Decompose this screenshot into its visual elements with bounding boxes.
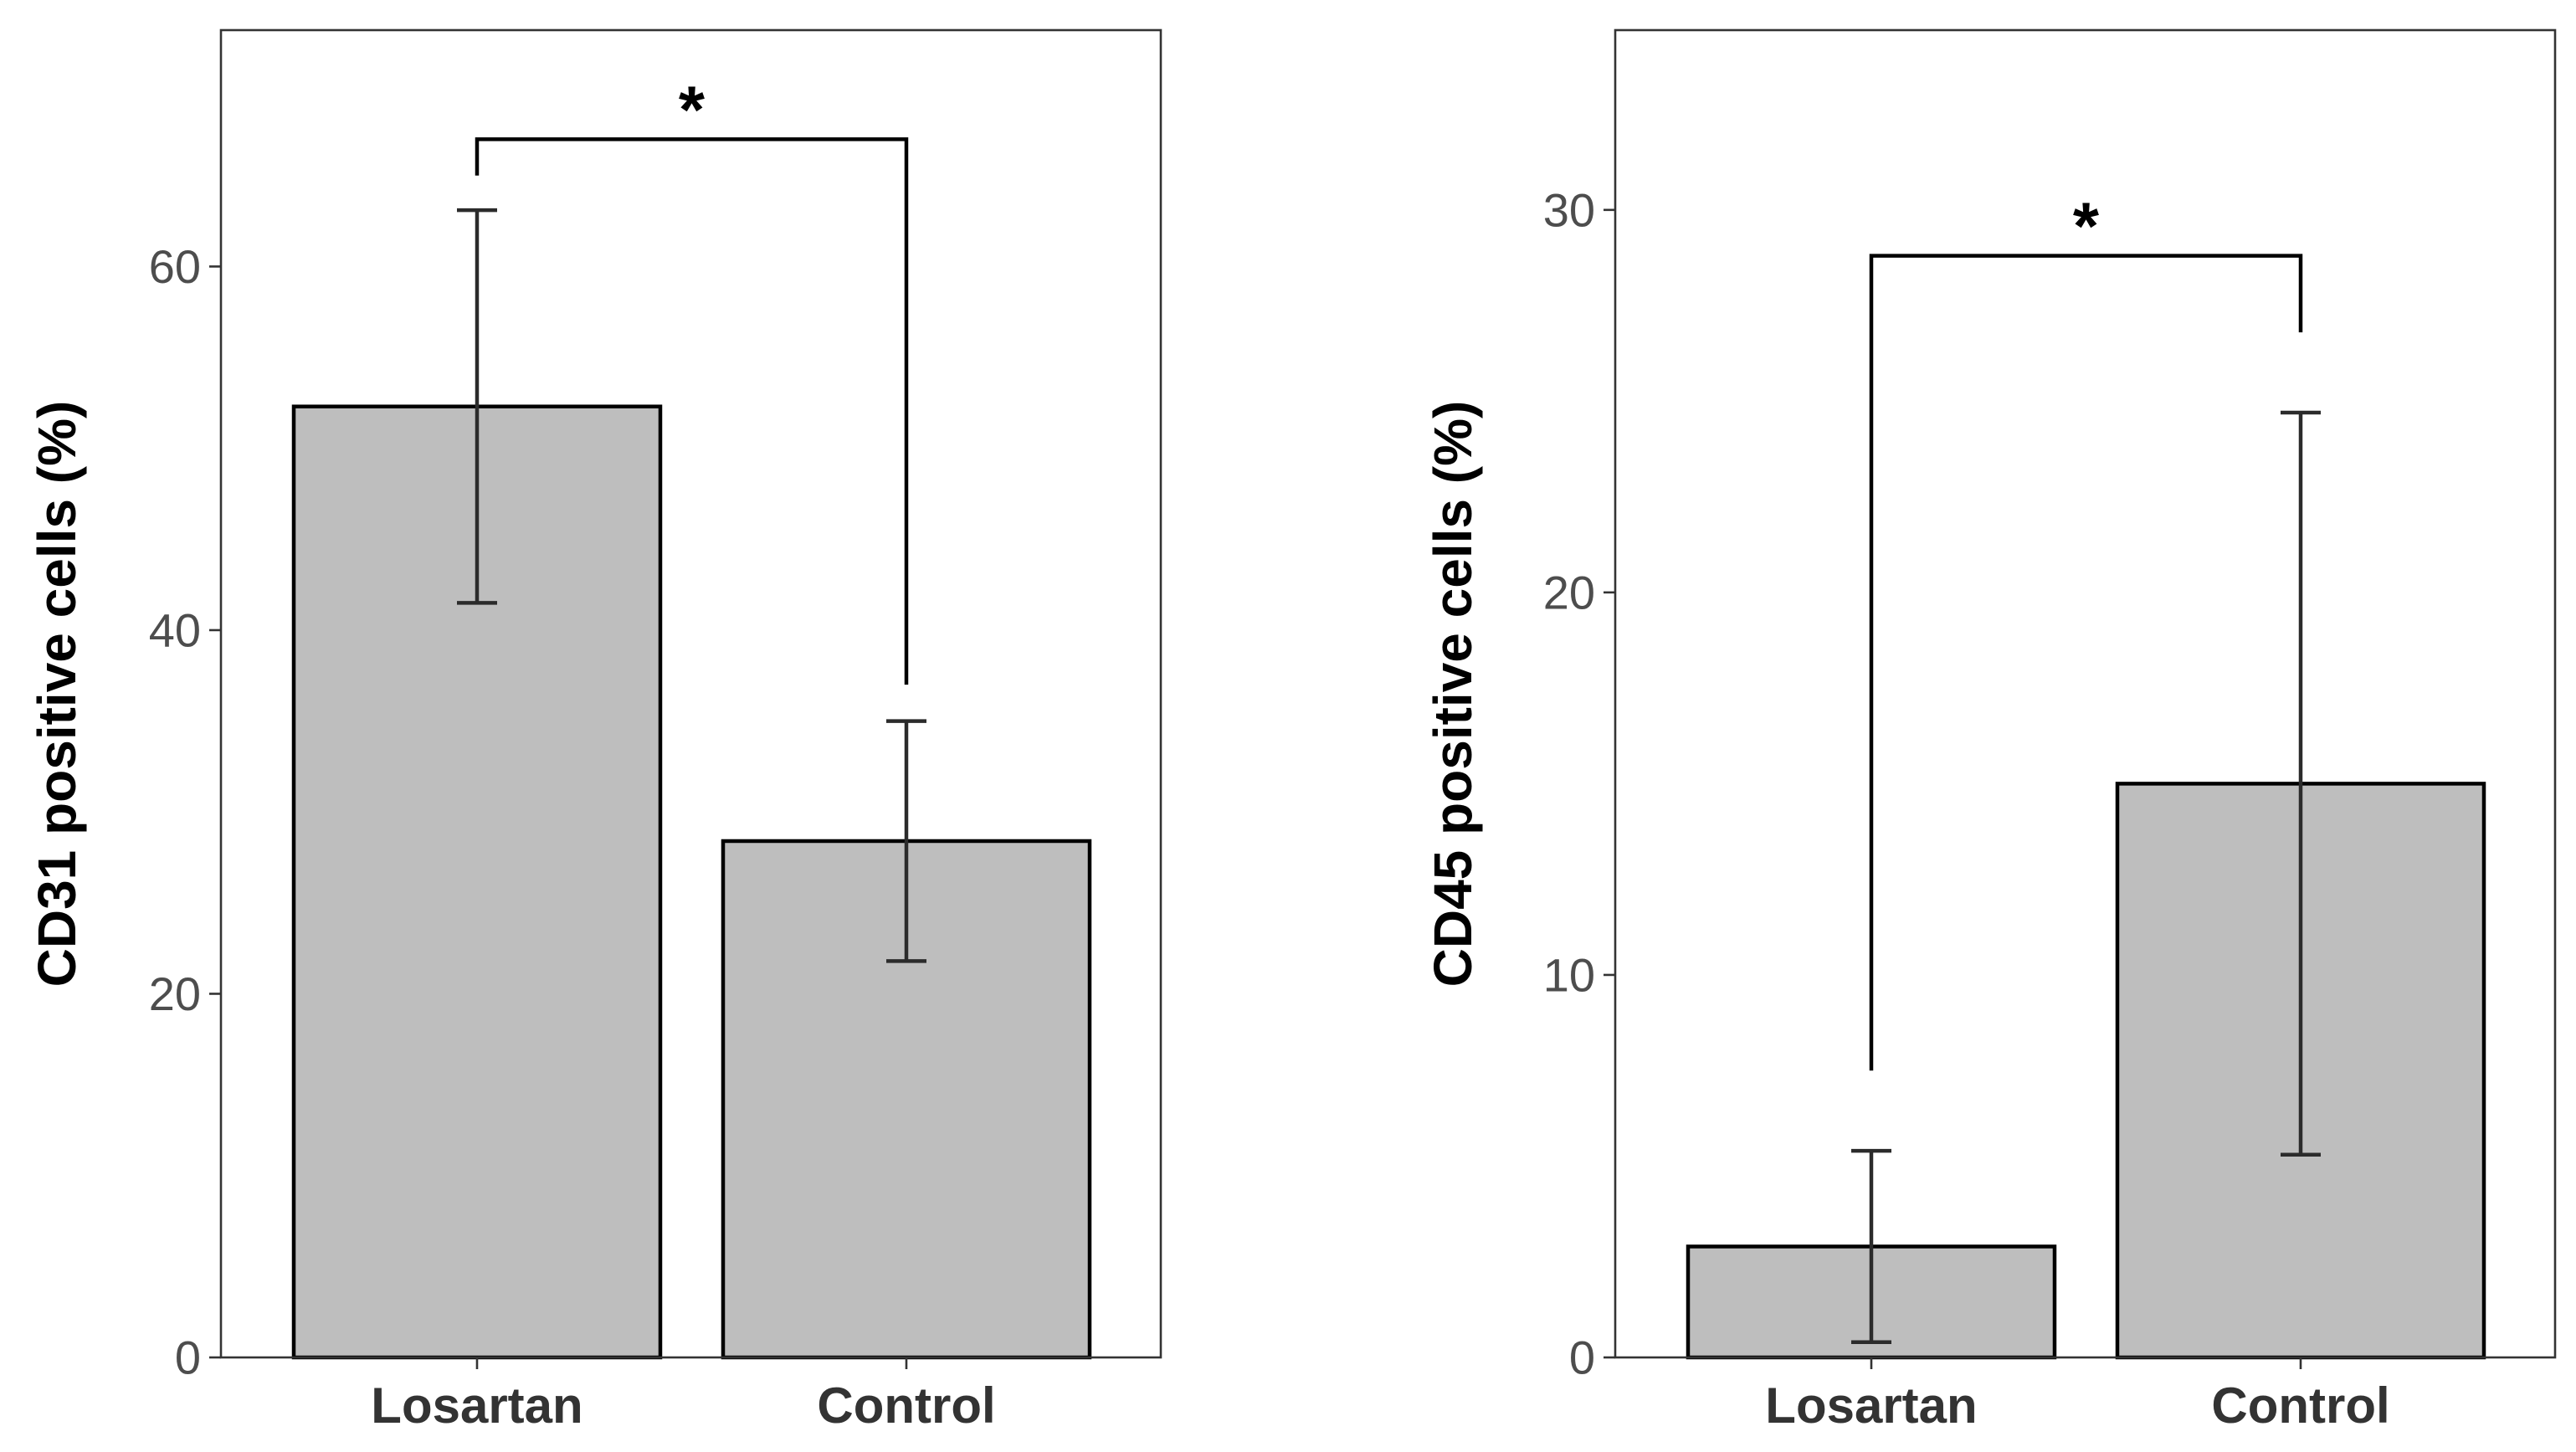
- chart-panel-1: 0 20 40 60 Losartan Control CD31 positive cell…: [27, 28, 1162, 1434]
- y-tick-label: 0: [175, 1331, 201, 1384]
- y-axis-title: CD45 positive cells (%): [1423, 401, 1483, 988]
- x-category-label-losartan: Losartan: [1765, 1378, 1977, 1434]
- chart-panel-2: 0 10 20 30 Losartan Control CD45 positive cell…: [1423, 28, 2557, 1434]
- plot-panel-frame: [219, 28, 1162, 1359]
- significance-marker: *: [679, 72, 706, 146]
- significance-bracket: [475, 137, 909, 685]
- y-tick-label: 20: [149, 967, 201, 1020]
- error-bar-control: [886, 719, 926, 963]
- error-bar-losartan: [1851, 1148, 1891, 1344]
- y-tick-label: 40: [149, 603, 201, 656]
- error-bar-losartan: [457, 208, 497, 605]
- significance-marker: *: [2073, 189, 2100, 264]
- y-tick-label: 20: [1543, 566, 1595, 618]
- y-tick-label: 60: [149, 240, 201, 293]
- error-bar-control: [2281, 410, 2321, 1157]
- x-category-label-losartan: Losartan: [371, 1378, 582, 1434]
- y-tick-label: 10: [1543, 948, 1595, 1001]
- y-tick-label: 0: [1569, 1331, 1595, 1384]
- x-category-label-control: Control: [817, 1378, 995, 1434]
- y-tick-label: 30: [1543, 183, 1595, 236]
- plot-panel-frame: [1614, 28, 2557, 1359]
- y-axis-title: CD31 positive cells (%): [27, 401, 87, 988]
- significance-bracket: [1869, 254, 2303, 1071]
- x-category-label-control: Control: [2211, 1378, 2389, 1434]
